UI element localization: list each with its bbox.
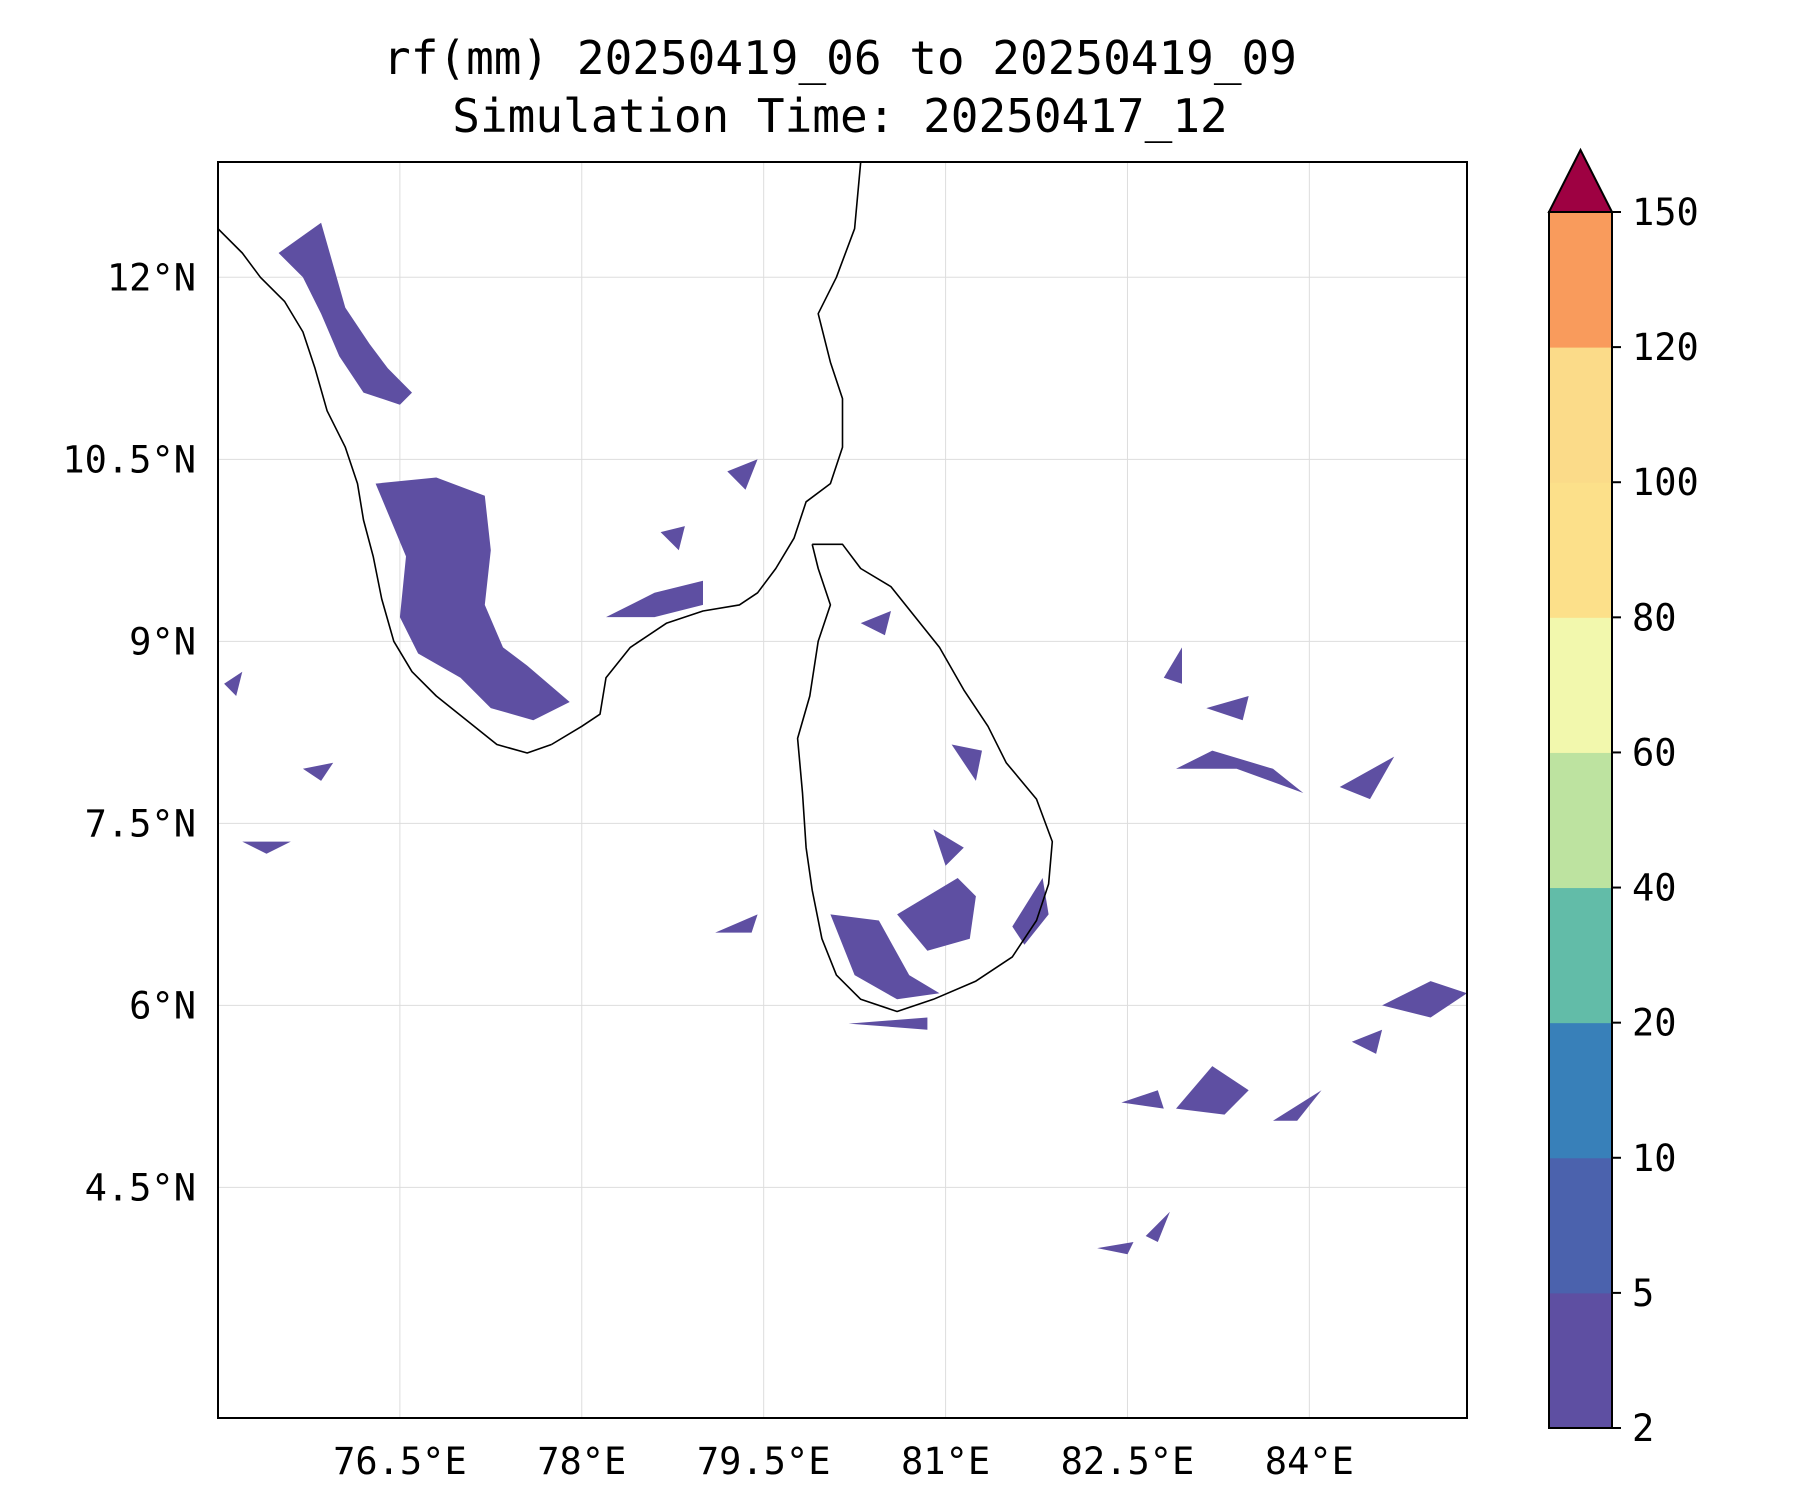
lon-tick-label: 79.5°E: [697, 1440, 831, 1483]
colorbar-band: [1549, 482, 1612, 618]
lat-tick-label: 4.5°N: [85, 1166, 196, 1209]
rainfall-contour: [1145, 1211, 1170, 1242]
colorbar-tick-label: 80: [1632, 596, 1677, 639]
coastline-india-west: [218, 228, 552, 754]
lon-tick-label: 84°E: [1265, 1440, 1354, 1483]
lat-tick-label: 10.5°N: [62, 438, 196, 481]
colorbar-band: [1549, 1022, 1612, 1159]
coastline-india-east: [551, 162, 862, 746]
rainfall-contour: [1176, 750, 1304, 793]
coastline-sri-lanka: [796, 543, 1054, 1013]
rainfall-contour: [1097, 1242, 1134, 1255]
colorbar-tick-label: 5: [1632, 1272, 1654, 1315]
rainfall-contour: [1121, 1090, 1164, 1109]
rainfall-contour: [897, 878, 976, 951]
rainfall-contour: [830, 914, 940, 1000]
colorbar-tick-label: 100: [1632, 461, 1699, 504]
colorbar-band: [1549, 752, 1612, 889]
map-title-line2: Simulation Time: 20250417_12: [452, 89, 1228, 143]
lon-tick-label: 82.5°E: [1061, 1440, 1195, 1483]
lat-tick-label: 12°N: [107, 256, 196, 299]
colorbar-extend-arrow: [1547, 147, 1614, 213]
lon-tick-label: 81°E: [901, 1440, 990, 1483]
lat-tick-label: 7.5°N: [85, 802, 196, 845]
colorbar-tick-label: 40: [1632, 867, 1677, 910]
rainfall-contour: [606, 580, 703, 618]
rainfall-contour: [1351, 1029, 1383, 1054]
rainfall-contour: [1206, 696, 1249, 721]
colorbar-tick-label: 150: [1632, 191, 1699, 234]
colorbar-frame: [1548, 211, 1613, 1429]
rainfall-contour: [375, 477, 570, 721]
colorbar-band: [1549, 347, 1612, 483]
map-contents: [218, 162, 1467, 1418]
lon-tick-label: 78°E: [537, 1440, 626, 1483]
colorbar-band: [1549, 1292, 1612, 1429]
colorbar-tick-label: 20: [1632, 1002, 1677, 1045]
rainfall-contour: [1012, 878, 1049, 945]
colorbar-tick-label: 120: [1632, 326, 1699, 369]
rainfall-contour: [951, 744, 982, 781]
colorbar-tick-label: 2: [1632, 1407, 1654, 1450]
rainfall-contour: [1163, 647, 1182, 684]
lat-tick-label: 9°N: [129, 620, 196, 663]
map-plot-area: 76.5°E 78°E 79.5°E 81°E 82.5°E 84°E 12°N 10.5°N…: [62, 161, 1468, 1483]
rainfall-contour: [860, 611, 891, 636]
rainfall-contour: [1273, 1090, 1322, 1121]
lon-tick-label: 76.5°E: [333, 1440, 467, 1483]
colorbar-tick-label: 60: [1632, 731, 1677, 774]
rainfall-contour: [278, 222, 412, 405]
rainfall-contour: [715, 914, 758, 933]
rainfall-contour: [1339, 756, 1395, 800]
lat-tick-label: 6°N: [129, 984, 196, 1027]
colorbar-tick-label: 10: [1632, 1137, 1677, 1180]
colorbar: 2 5 10 20 40 60 80 100 120 150: [1547, 147, 1699, 1450]
map-frame: [217, 161, 1468, 1419]
rainfall-contour: [933, 829, 964, 866]
colorbar-band: [1549, 212, 1612, 348]
rainfall-contour: [224, 671, 243, 696]
colorbar-band: [1549, 1157, 1612, 1294]
rainfall-contour: [727, 459, 758, 490]
rainfall-contour: [660, 526, 685, 551]
colorbar-band: [1549, 887, 1612, 1024]
colorbar-band: [1549, 617, 1612, 753]
rainfall-contour: [1176, 1066, 1249, 1115]
rainfall-contour: [242, 841, 291, 854]
map-background: [218, 162, 1467, 1418]
map-title-line1: rf(mm) 20250419_06 to 20250419_09: [383, 31, 1297, 85]
rainfall-contour: [1382, 981, 1467, 1018]
rainfall-contour: [848, 1017, 928, 1030]
rainfall-contour: [302, 762, 334, 781]
